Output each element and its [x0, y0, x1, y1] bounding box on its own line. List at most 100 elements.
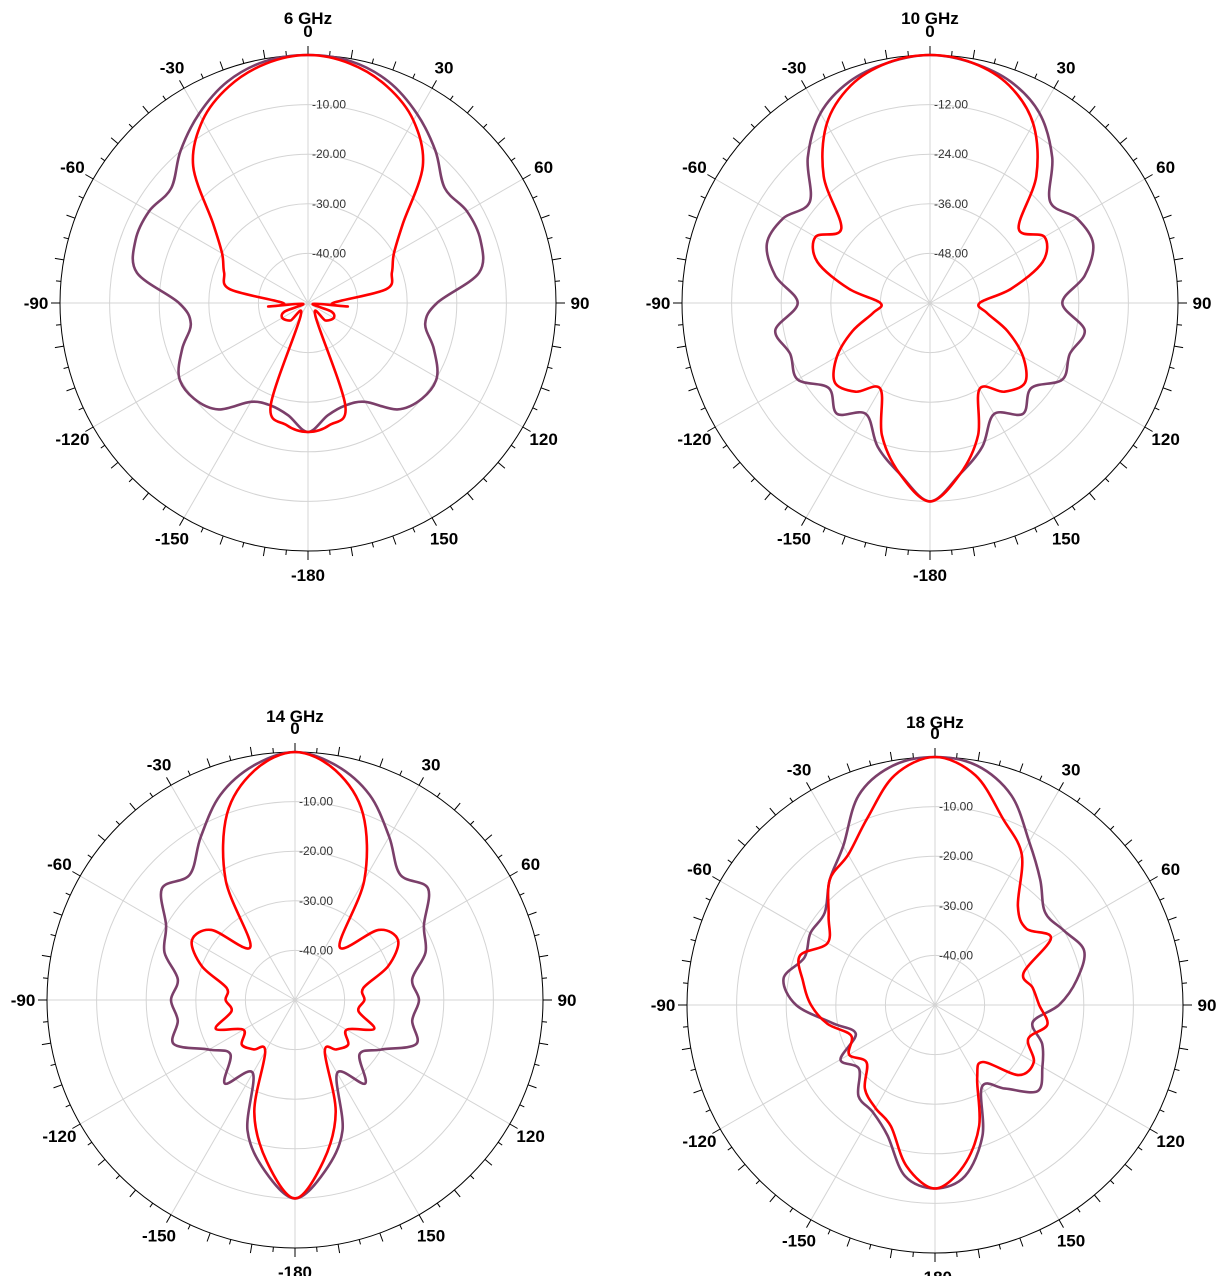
- angle-tick: [1089, 492, 1096, 501]
- angle-tick: [484, 834, 493, 841]
- grid-spoke: [929, 302, 1055, 519]
- angle-tick: [1169, 237, 1175, 240]
- angle-tick-label: -150: [777, 530, 811, 549]
- angle-tick: [1174, 1068, 1180, 1071]
- angle-tick: [677, 280, 683, 282]
- angle-tick: [1110, 1180, 1115, 1185]
- angle-tick-label: -150: [142, 1227, 176, 1246]
- angle-tick-label: 0: [930, 724, 939, 743]
- angle-tick: [55, 280, 61, 282]
- angle-tick: [97, 834, 106, 841]
- angle-tick: [540, 214, 550, 219]
- angle-tick: [467, 105, 474, 114]
- angle-tick-label: -90: [11, 991, 36, 1010]
- angle-tick: [998, 1244, 1001, 1250]
- angle-tick-label: 0: [303, 22, 312, 41]
- angle-tick: [350, 547, 354, 557]
- angle-tick: [722, 444, 728, 449]
- angle-tick: [509, 871, 518, 877]
- angle-tick: [519, 892, 525, 896]
- angle-tick-label: -90: [651, 996, 676, 1015]
- angle-tick: [1119, 462, 1128, 469]
- angle-tick-label: 30: [422, 755, 441, 774]
- angle-tick: [1179, 1047, 1189, 1051]
- angle-tick: [1144, 174, 1153, 180]
- angle-tick-label: 150: [1052, 530, 1080, 549]
- grid-spoke: [714, 178, 931, 304]
- angle-tick: [846, 763, 851, 773]
- angle-tick: [200, 527, 204, 533]
- angle-tick: [534, 1063, 540, 1066]
- angle-tick-label: -60: [47, 855, 72, 874]
- grid-spoke: [92, 302, 309, 428]
- angle-tick: [534, 934, 540, 937]
- angle-tick: [755, 1180, 760, 1185]
- angle-tick: [688, 387, 698, 392]
- angle-tick: [285, 550, 287, 556]
- angle-tick: [1124, 1164, 1133, 1171]
- angle-tick: [242, 58, 245, 64]
- angle-tick: [755, 825, 760, 830]
- angle-tick: [1034, 73, 1038, 79]
- angle-tick: [78, 195, 84, 199]
- angle-tick: [522, 174, 531, 180]
- angle-tick: [187, 1224, 191, 1230]
- angle-tick: [1154, 195, 1160, 199]
- angle-tick: [1105, 478, 1110, 483]
- angle-tick: [685, 237, 691, 240]
- angle-tick: [316, 1247, 318, 1253]
- angle-tick: [532, 195, 538, 199]
- angle-tick: [707, 174, 716, 180]
- angle-tick: [206, 758, 211, 768]
- angle-tick: [53, 1084, 63, 1089]
- angle-tick: [1058, 782, 1064, 791]
- angle-tick: [467, 492, 474, 501]
- angle-tick: [142, 105, 149, 114]
- grid-spoke: [183, 302, 309, 519]
- angle-tick: [392, 61, 397, 71]
- angle-tick: [63, 366, 69, 369]
- angle-tick: [764, 492, 771, 501]
- angle-tick: [864, 58, 867, 64]
- angle-tick: [542, 1021, 548, 1023]
- angle-tick: [78, 407, 84, 411]
- angle-tick: [737, 1164, 746, 1171]
- angle-tick: [682, 982, 688, 984]
- angle-tick: [497, 854, 503, 859]
- grid-spoke: [929, 302, 1146, 428]
- polar-chart: -10.00 -20.00 -30.00 -40.00 0 30 60 90 120 150 -18…: [24, 9, 590, 585]
- angle-tick: [1124, 839, 1133, 846]
- polar-chart: -10.00 -20.00 -30.00 -40.00 0 30 60 90 120 150 -18…: [651, 713, 1217, 1276]
- angle-tick: [676, 345, 686, 349]
- angle-tick-label: -120: [42, 1127, 76, 1146]
- angle-tick: [542, 977, 548, 979]
- angle-tick: [262, 49, 266, 59]
- angle-tick: [864, 542, 867, 548]
- angle-tick-label: -90: [646, 294, 671, 313]
- angle-tick: [907, 50, 909, 56]
- angle-tick: [700, 195, 706, 199]
- angle-tick-label: -60: [60, 158, 85, 177]
- angle-tick-label: -90: [24, 294, 49, 313]
- angle-tick: [822, 73, 826, 79]
- angle-tick-label: 150: [1057, 1232, 1085, 1251]
- angle-tick: [87, 1141, 93, 1146]
- angle-tick: [129, 802, 136, 811]
- angle-tick: [1159, 897, 1165, 901]
- angle-tick: [1162, 387, 1172, 392]
- angle-tick: [484, 1159, 493, 1166]
- chart-title: 14 GHz: [266, 707, 324, 726]
- grid-spoke: [934, 1004, 1060, 1221]
- angle-tick: [454, 802, 461, 811]
- angle-tick: [229, 1239, 232, 1245]
- radial-tick-label: -20.00: [299, 844, 333, 858]
- angle-tick: [449, 505, 454, 511]
- angle-tick: [87, 854, 93, 859]
- angle-tick: [705, 897, 711, 901]
- angle-tick-label: -120: [55, 430, 89, 449]
- angle-tick: [547, 237, 553, 240]
- angle-tick-label: -30: [160, 58, 185, 77]
- angle-tick: [1167, 916, 1177, 921]
- radial-tick-label: -12.00: [934, 98, 968, 112]
- chart-title: 6 GHz: [284, 9, 332, 28]
